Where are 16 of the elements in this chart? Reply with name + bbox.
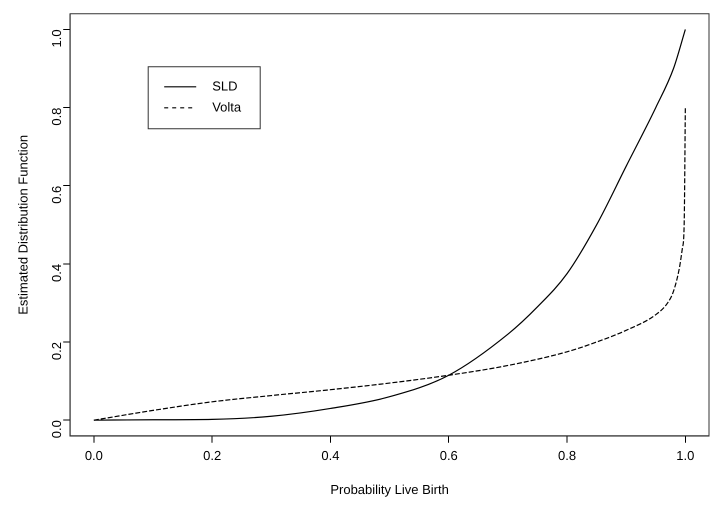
x-tick-label: 0.8 <box>558 448 576 464</box>
y-tick-label: 0.8 <box>48 108 64 126</box>
y-tick-label: 1.0 <box>48 29 64 48</box>
legend-label: Volta <box>212 99 242 114</box>
y-tick-label: 0.2 <box>48 342 64 360</box>
x-axis-title: Probability Live Birth <box>330 482 449 497</box>
y-tick-label: 0.0 <box>48 420 64 438</box>
y-axis-title: Estimated Distribution Function <box>15 134 30 315</box>
x-tick-label: 0.0 <box>84 448 103 464</box>
x-tick-label: 0.6 <box>440 448 458 464</box>
x-tick-label: 0.4 <box>321 448 340 464</box>
legend-label: SLD <box>212 78 238 94</box>
y-tick-label: 0.4 <box>48 264 64 282</box>
x-tick-label: 0.2 <box>203 448 222 464</box>
x-tick-label: 1.0 <box>676 448 694 464</box>
y-tick-label: 0.6 <box>48 186 64 204</box>
